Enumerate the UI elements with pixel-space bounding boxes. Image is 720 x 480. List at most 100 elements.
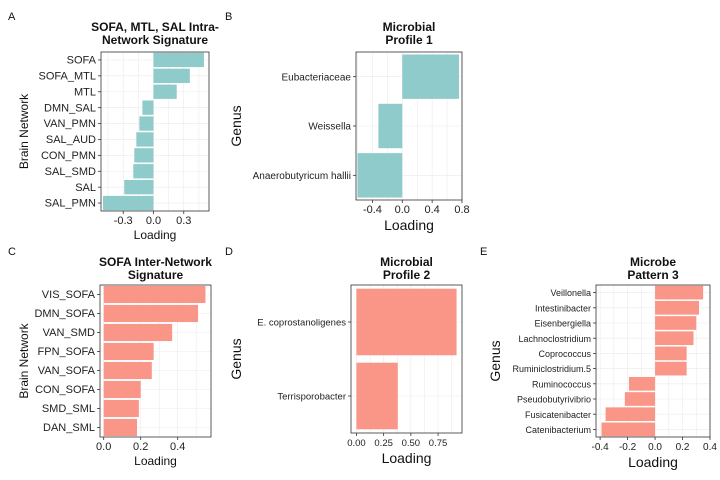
x-tick-label: 0.8 — [454, 204, 469, 216]
y-tick-label: Eisenbergiella — [534, 319, 591, 329]
bar-van-sofa — [103, 361, 152, 380]
panel-title: Microbial — [380, 255, 433, 269]
y-tick-label: Weissella — [308, 122, 351, 133]
y-tick-label: Fusicatenibacter — [525, 410, 591, 420]
bar-vis-sofa — [103, 285, 206, 304]
bar-dmn-sofa — [103, 304, 199, 323]
x-tick-label: -0.4 — [592, 442, 610, 453]
y-axis-title: Genus — [228, 338, 244, 379]
bar-sal-pmn — [103, 195, 154, 211]
bar-sal-aud — [136, 132, 154, 147]
x-tick-label: 0.4 — [424, 204, 439, 216]
x-tick-label: 0.0 — [395, 204, 410, 216]
x-tick-label: 0.2 — [676, 442, 690, 453]
x-axis-title: Loading — [382, 450, 432, 466]
x-tick-label: 0.75 — [429, 438, 448, 449]
bar-anaerobutyricum-hallii — [357, 153, 403, 198]
x-axis-title: Loading — [134, 454, 177, 468]
plot-frame — [595, 284, 711, 438]
y-tick-label: CON_SOFA — [35, 384, 96, 396]
bar-terrisporobacter — [356, 362, 398, 430]
y-axis-title: Brain Network — [17, 93, 31, 169]
y-tick-label: E. coprostanoligenes — [257, 318, 346, 329]
bar-van-smd — [103, 323, 173, 342]
y-tick-label: SOFA — [67, 55, 97, 67]
y-tick-label: SMD_SML — [42, 403, 95, 415]
x-tick-label: 0.0 — [146, 215, 161, 227]
bar-intestinibacter — [655, 300, 700, 315]
bar-dmn-sal — [142, 100, 154, 115]
bar-sal — [124, 179, 154, 195]
plot-frame — [350, 284, 463, 434]
x-tick-label: -0.4 — [363, 204, 382, 216]
bar-fusicatenibacter — [605, 407, 656, 422]
panel-title: Profile 2 — [383, 268, 431, 282]
bar-pseudobutyrivibrio — [624, 392, 656, 406]
panel-letter: B — [225, 11, 232, 23]
panel-letter: A — [8, 11, 16, 23]
bar-eisenbergiella — [655, 316, 697, 330]
bar-weissella — [378, 103, 403, 149]
bar-catenibacterium — [601, 422, 656, 437]
bar-sofa — [153, 52, 204, 68]
y-axis-title: Brain Network — [17, 322, 31, 398]
panel-title: Microbial — [383, 20, 436, 34]
y-tick-label: Veillonella — [550, 288, 591, 298]
y-tick-label: Ruminococcus — [532, 379, 592, 389]
panel-d: E. coprostanoligenes Terrisporobacter 0.00… — [225, 246, 463, 466]
bar-ruminococcus — [628, 376, 656, 391]
x-tick-label: -0.3 — [114, 215, 133, 227]
panel-e: Veillonella Intestinibacter Eisenbergiella… — [480, 246, 717, 470]
y-tick-label: Pseudobutyrivibrio — [517, 395, 591, 405]
x-tick-label: 0.4 — [170, 441, 185, 453]
panel-title: Signature — [128, 268, 184, 282]
panel-title: SOFA, MTL, SAL Intra- — [91, 20, 219, 34]
y-axis-title: Genus — [228, 105, 244, 146]
x-tick-label: 0.0 — [648, 442, 662, 453]
panel-b: Eubacteriaceae Weissella Anaerobutyricum h… — [225, 11, 470, 233]
x-tick-label: 0.2 — [133, 441, 148, 453]
bar-con-sofa — [103, 380, 141, 399]
bar-eubacteriaceae — [402, 54, 460, 99]
panel-title: Microbe — [630, 255, 676, 269]
y-tick-label: VAN_SMD — [43, 327, 95, 339]
bar-sofa-mtl — [153, 68, 190, 84]
y-tick-label: VAN_PMN — [44, 118, 96, 130]
bar-e-coprostanoligenes — [356, 288, 457, 356]
x-axis-title: Loading — [134, 228, 177, 242]
bar-sal-smd — [133, 164, 154, 179]
y-tick-label: SOFA_MTL — [39, 70, 96, 82]
x-tick-label: 0.4 — [703, 442, 717, 453]
y-tick-label: Anaerobutyricum hallii — [253, 171, 351, 182]
y-tick-label: Terrisporobacter — [277, 392, 346, 403]
panel-letter: C — [8, 246, 16, 258]
y-tick-label: SAL_SMD — [45, 166, 96, 178]
bar-ruminiclostridium-5 — [655, 361, 687, 376]
y-tick-label: VAN_SOFA — [38, 365, 96, 377]
y-tick-label: SAL_AUD — [46, 134, 96, 146]
y-tick-label: DMN_SOFA — [34, 308, 95, 320]
panel-title: Profile 1 — [385, 33, 433, 47]
y-tick-label: SAL — [75, 182, 96, 194]
y-axis-title: Genus — [487, 340, 503, 381]
y-tick-label: SAL_PMN — [45, 198, 96, 210]
panel-title: Pattern 3 — [627, 268, 679, 282]
y-tick-label: Lachnoclostridium — [518, 334, 591, 344]
panel-letter: D — [225, 246, 233, 258]
x-tick-label: 0.0 — [96, 441, 111, 453]
panel-letter: E — [480, 246, 487, 258]
y-tick-label: DMN_SAL — [44, 102, 96, 114]
y-tick-label: Ruminiclostridium.5 — [512, 364, 591, 374]
x-tick-label: 0.00 — [347, 438, 366, 449]
y-tick-label: Catenibacterium — [525, 425, 591, 435]
y-tick-label: Eubacteriaceae — [282, 72, 352, 83]
panel-title: Network Signature — [102, 33, 208, 47]
y-tick-label: VIS_SOFA — [42, 289, 96, 301]
bar-dan-sml — [103, 418, 137, 437]
x-tick-label: 0.25 — [374, 438, 393, 449]
y-tick-label: CON_PMN — [41, 150, 96, 162]
plot-frame — [99, 284, 212, 438]
y-tick-label: Intestinibacter — [535, 303, 591, 313]
y-tick-label: FPN_SOFA — [38, 346, 96, 358]
